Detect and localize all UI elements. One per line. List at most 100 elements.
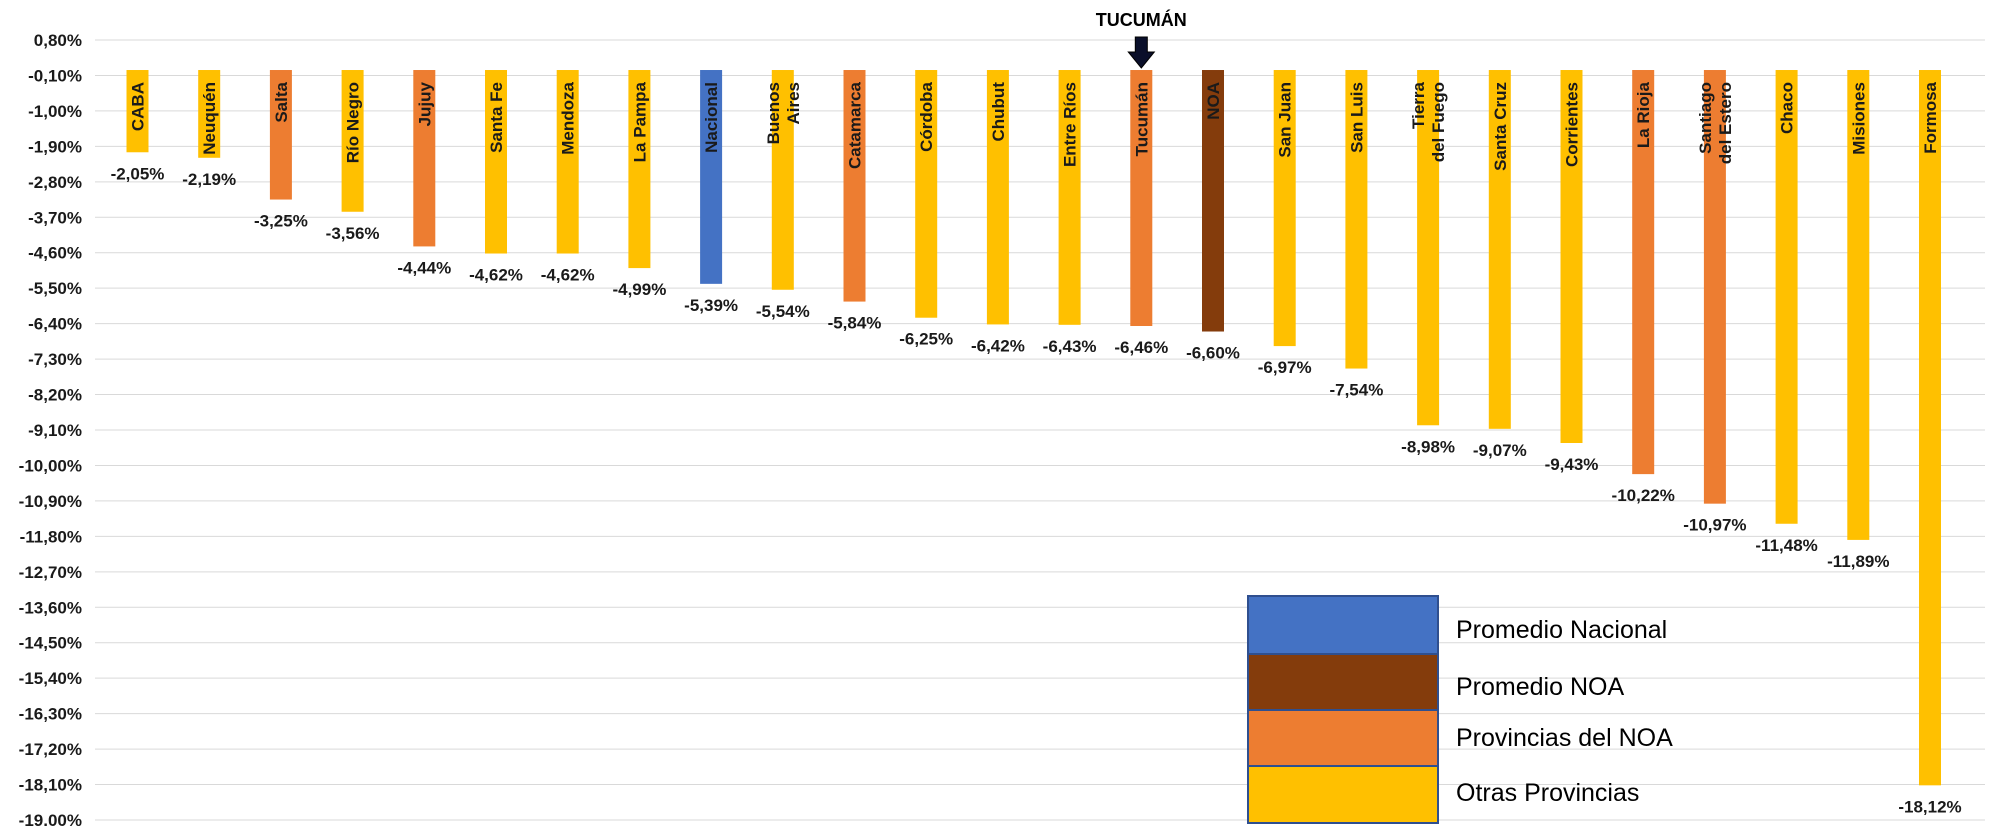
category-label: Neuquén <box>200 82 219 155</box>
y-axis: 0,80% -0,10% -1,00% -1,90% -2,80% -3,70% -4,60… <box>19 31 82 826</box>
category-label: Córdoba <box>917 81 936 151</box>
category-label: del Estero <box>1716 82 1735 164</box>
y-tick-label: -1,90% <box>28 137 82 156</box>
category-labels: CABA Neuquén Salta Río Negro Jujuy Santa Fe Me… <box>129 81 1941 170</box>
category-label: Santa Fe <box>487 82 506 153</box>
bar <box>556 70 579 254</box>
data-label: -6,25% <box>899 330 953 349</box>
bar <box>1632 70 1655 475</box>
y-tick-label: -11,80% <box>20 527 82 546</box>
bar <box>1703 70 1726 504</box>
data-label: -5,54% <box>756 302 810 321</box>
category-label: San Luis <box>1347 82 1366 153</box>
bar <box>269 70 292 200</box>
category-label: Santa Cruz <box>1491 82 1510 171</box>
y-tick-label: -3,70% <box>28 208 82 227</box>
data-label: -18,12% <box>1898 797 1961 816</box>
y-tick-label: -12,70% <box>19 563 82 582</box>
category-label: La Pampa <box>630 81 649 162</box>
category-label: Mendoza <box>559 81 578 154</box>
y-tick-label: -5,50% <box>28 279 82 298</box>
y-tick-label: -10,90% <box>19 492 82 511</box>
category-label: Tierra <box>1409 81 1428 128</box>
y-tick-label: -10,00% <box>19 456 82 475</box>
category-label: Corrientes <box>1563 82 1582 167</box>
category-label: Chaco <box>1778 82 1797 134</box>
category-label: La Rioja <box>1634 81 1653 148</box>
data-labels: -2,05% -2,19% -3,25% -3,56% -4,44% -4,62% -4,6… <box>111 164 1962 816</box>
bar <box>341 70 364 212</box>
category-label: Formosa <box>1921 81 1940 153</box>
category-label: Buenos <box>764 82 783 144</box>
bar <box>1775 70 1798 524</box>
bar <box>1058 70 1081 325</box>
bars <box>126 70 1941 786</box>
category-label: del Fuego <box>1429 82 1448 162</box>
bar <box>986 70 1009 325</box>
legend-label: Provincias del NOA <box>1456 724 1673 752</box>
category-label: Misiones <box>1849 82 1868 155</box>
data-label: -5,39% <box>684 296 738 315</box>
data-label: -2,19% <box>182 170 236 189</box>
data-label: -6,42% <box>971 336 1025 355</box>
y-tick-label: -6,40% <box>28 315 82 334</box>
data-label: -3,56% <box>326 224 380 243</box>
category-label: NOA <box>1204 82 1223 120</box>
y-tick-label: -4,60% <box>28 244 82 263</box>
category-label: Jujuy <box>415 81 434 126</box>
legend-swatch <box>1247 653 1439 711</box>
y-tick-label: -0,10% <box>28 66 82 85</box>
category-label: Río Negro <box>344 82 363 163</box>
bar <box>198 70 221 158</box>
data-label: -6,43% <box>1043 337 1097 356</box>
bar <box>1560 70 1583 444</box>
category-label: Catamarca <box>846 81 865 168</box>
bar <box>700 70 723 284</box>
data-label: -9,43% <box>1545 455 1599 474</box>
bar <box>1847 70 1870 540</box>
arrow-down-icon <box>1127 36 1156 69</box>
y-tick-label: 0,80% <box>34 31 82 50</box>
data-label: -6,46% <box>1114 338 1168 357</box>
legend-swatch <box>1247 595 1439 655</box>
category-label: San Juan <box>1276 82 1295 158</box>
annotation-label: TUCUMÁN <box>1096 9 1187 30</box>
bar <box>628 70 651 269</box>
legend-label: Promedio Nacional <box>1456 616 1667 644</box>
data-label: -3,25% <box>254 212 308 231</box>
data-label: -8,98% <box>1401 437 1455 456</box>
data-label: -11,89% <box>1827 552 1889 571</box>
bar <box>1417 70 1440 426</box>
category-label: Santiago <box>1696 82 1715 154</box>
legend-swatch <box>1247 709 1439 767</box>
data-label: -4,44% <box>397 258 451 277</box>
y-tick-label: -9,10% <box>28 421 82 440</box>
y-tick-label: -2,80% <box>28 173 82 192</box>
data-label: -10,97% <box>1683 516 1746 535</box>
bar <box>485 70 507 254</box>
data-label: -5,84% <box>828 314 882 333</box>
data-label: -10,22% <box>1612 486 1675 505</box>
data-label: -4,62% <box>541 266 595 285</box>
legend-label: Promedio NOA <box>1456 673 1624 701</box>
bar <box>843 70 866 302</box>
y-tick-label: -8,20% <box>28 386 82 405</box>
data-label: -11,48% <box>1755 536 1817 555</box>
category-label: Salta <box>272 81 291 122</box>
gridlines <box>95 39 1985 821</box>
bar <box>126 70 149 153</box>
category-label: CABA <box>129 82 148 131</box>
legend-label: Otras Provincias <box>1456 779 1639 807</box>
y-tick-label: -19,00% <box>19 811 82 826</box>
y-tick-label: -17,20% <box>19 740 82 759</box>
data-label: -7,54% <box>1329 381 1383 400</box>
y-tick-label: -7,30% <box>28 350 82 369</box>
y-tick-label: -18,10% <box>19 776 82 795</box>
data-label: -6,60% <box>1186 344 1240 363</box>
data-label: -4,62% <box>469 266 523 285</box>
bar <box>915 70 938 318</box>
bar <box>1202 70 1224 332</box>
bar <box>1273 70 1296 347</box>
category-label: Entre Ríos <box>1061 82 1080 167</box>
